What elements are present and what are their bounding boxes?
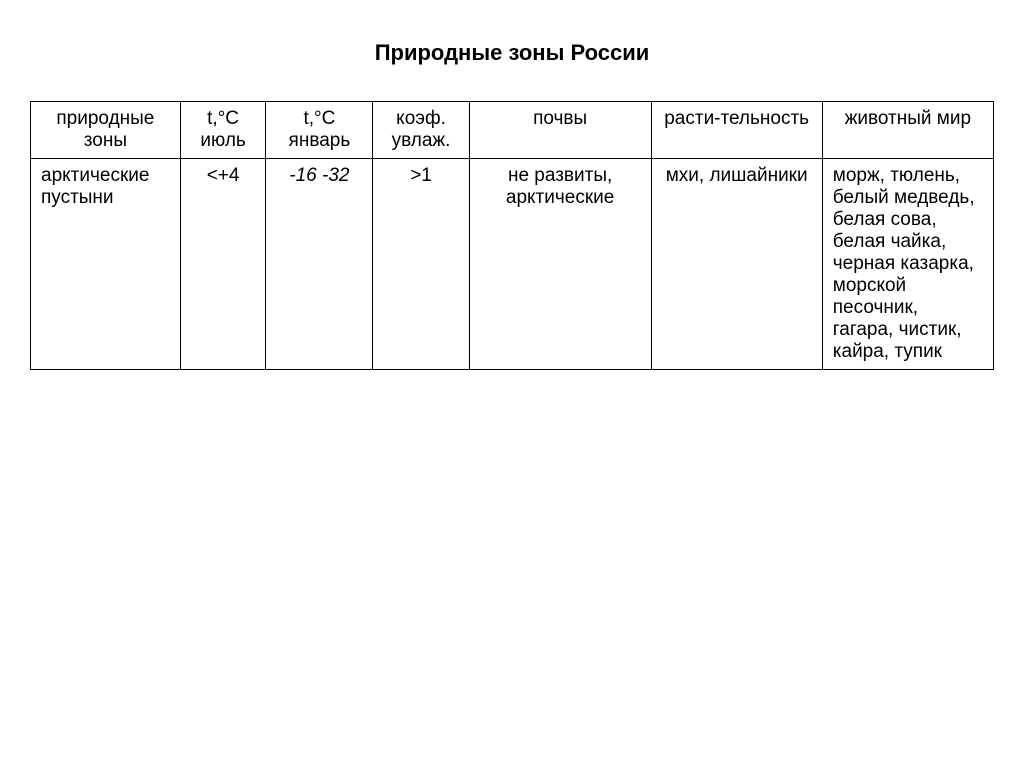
col-header-coef: коэф. увлаж.: [373, 102, 469, 159]
col-header-t-july: t,°C июль: [180, 102, 266, 159]
cell-t-july: <+4: [180, 159, 266, 370]
col-header-soils: почвы: [469, 102, 651, 159]
col-header-t-january: t,°C январь: [266, 102, 373, 159]
cell-soils: не развиты, арктические: [469, 159, 651, 370]
zones-table: природные зоны t,°C июль t,°C январь коэ…: [30, 101, 994, 370]
cell-zone: арктические пустыни: [31, 159, 181, 370]
cell-t-january: -16 -32: [266, 159, 373, 370]
col-header-plants: расти-тельность: [651, 102, 822, 159]
table-header-row: природные зоны t,°C июль t,°C январь коэ…: [31, 102, 994, 159]
page-title: Природные зоны России: [30, 40, 994, 66]
table-row: арктические пустыни <+4 -16 -32 >1 не ра…: [31, 159, 994, 370]
cell-coef: >1: [373, 159, 469, 370]
cell-plants: мхи, лишайники: [651, 159, 822, 370]
col-header-zone: природные зоны: [31, 102, 181, 159]
cell-animals: морж, тюлень, белый медведь, белая сова,…: [822, 159, 993, 370]
col-header-animals: животный мир: [822, 102, 993, 159]
